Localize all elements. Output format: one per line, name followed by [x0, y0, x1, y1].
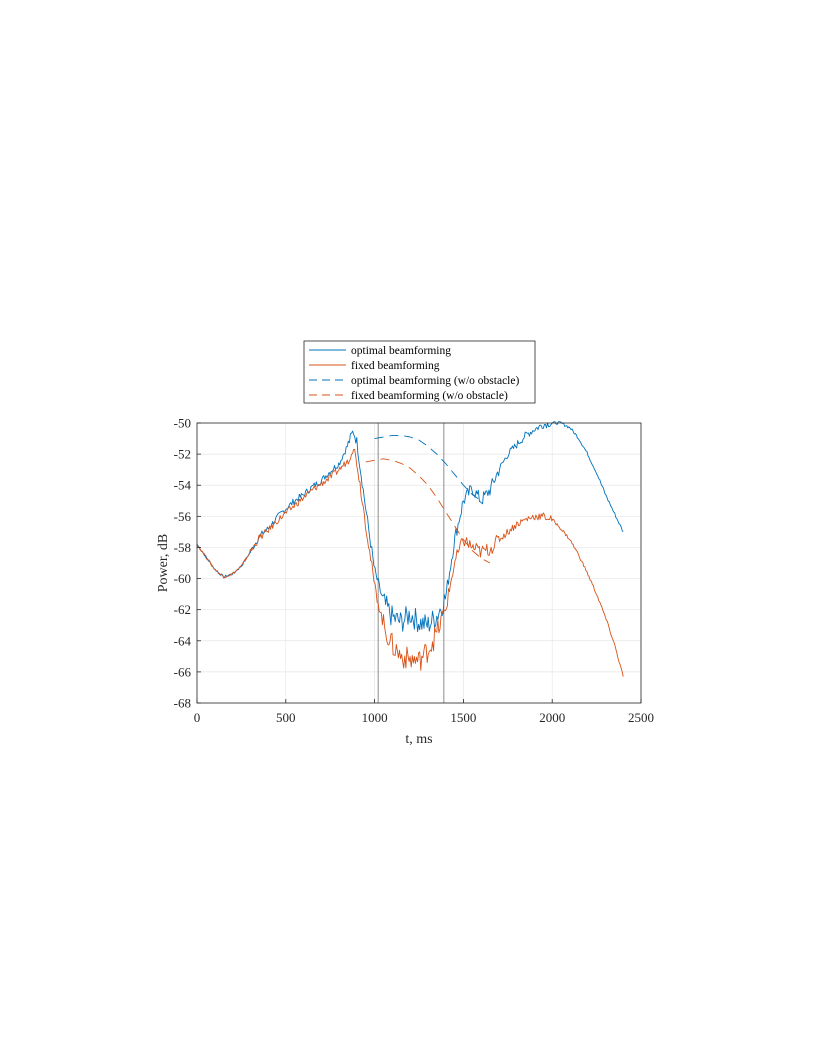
y-axis-label: Power, dB [156, 534, 171, 593]
y-tick-label: -54 [174, 478, 192, 493]
y-tick-label: -60 [174, 571, 191, 586]
legend-label-optimal: optimal beamforming [351, 345, 451, 357]
x-tick-label: 500 [276, 710, 296, 725]
axes [196, 422, 642, 704]
x-tick-label: 2500 [628, 710, 654, 725]
series-line-3 [365, 458, 491, 564]
event-markers [377, 423, 445, 703]
x-tick-label: 0 [194, 710, 201, 725]
legend-label-fixed-no-obstacle: fixed beamforming (w/o obstacle) [351, 390, 508, 402]
x-tick-label: 1000 [362, 710, 388, 725]
series-line-2 [374, 434, 482, 502]
y-tick-label: -58 [174, 540, 191, 555]
y-tick-label: -68 [174, 696, 191, 711]
legend-box [303, 340, 536, 404]
y-tick-label: -56 [174, 509, 192, 524]
series-line-1 [196, 449, 624, 677]
axes-box [196, 422, 642, 704]
x-axis-label: t, ms [405, 732, 432, 747]
x-tick-label: 1500 [450, 710, 476, 725]
legend-label-optimal-no-obstacle: optimal beamforming (w/o obstacle) [351, 375, 519, 387]
x-tick-label: 2000 [539, 710, 565, 725]
legend: optimal beamforming fixed beamforming op… [303, 340, 536, 404]
y-tick-label: -50 [174, 416, 191, 431]
y-tick-label: -66 [174, 664, 192, 679]
y-tick-label: -52 [174, 447, 191, 462]
y-tick-label: -64 [174, 633, 192, 648]
legend-label-fixed: fixed beamforming [351, 360, 440, 372]
tick-labels: 0 500 1000 1500 2000 2500 -68 -66 -64 -62 -60 -58 -5… [174, 416, 654, 726]
plot-area [197, 423, 641, 703]
y-tick-label: -62 [174, 602, 191, 617]
